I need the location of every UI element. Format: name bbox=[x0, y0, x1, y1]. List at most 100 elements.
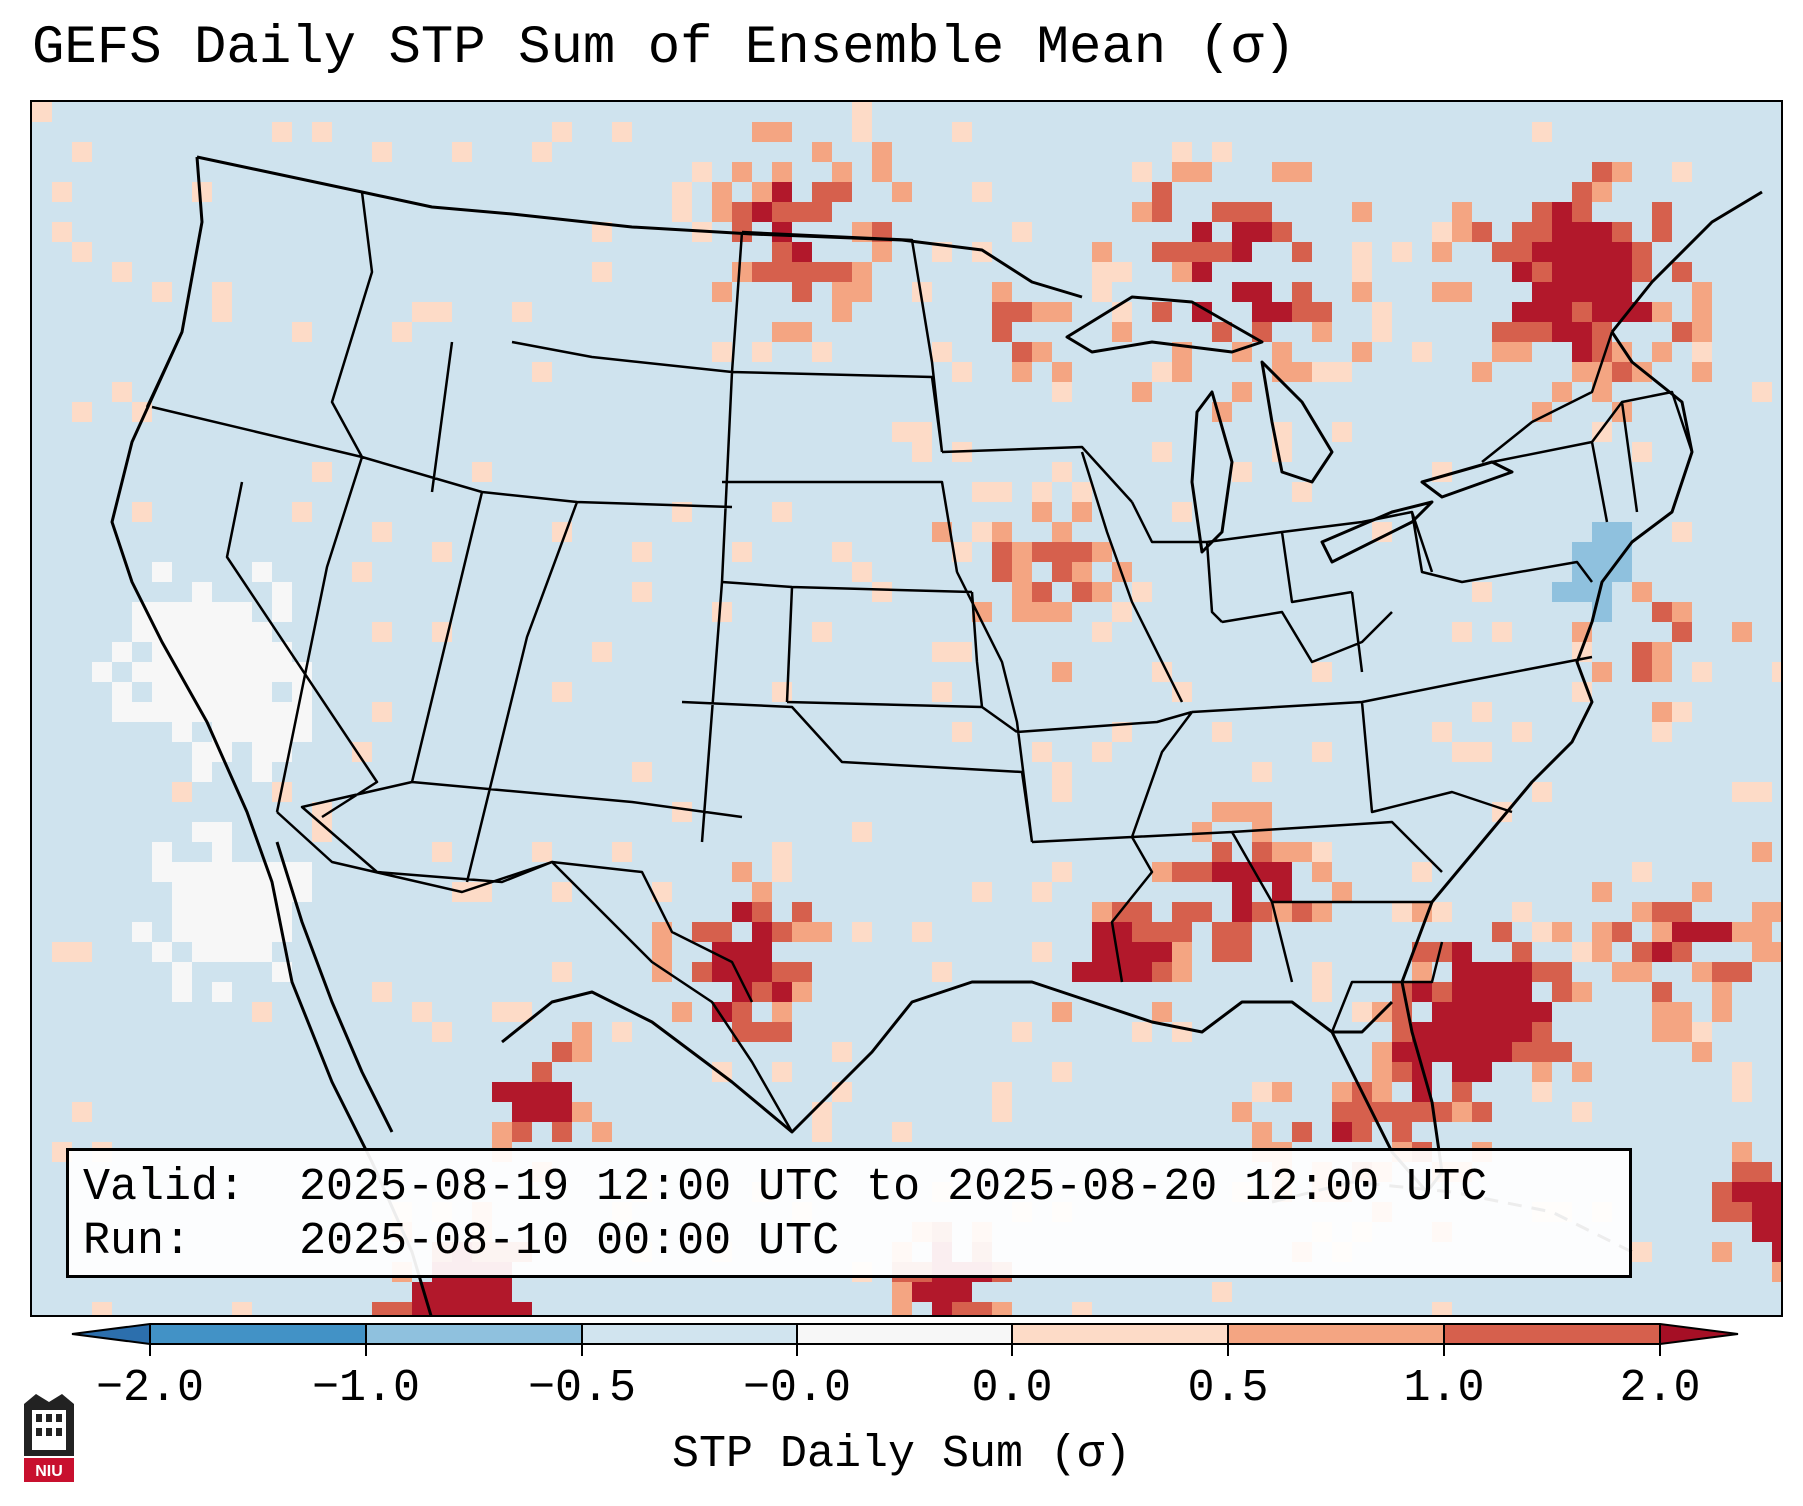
field-cell bbox=[1392, 1122, 1412, 1142]
field-cell bbox=[672, 202, 692, 222]
field-cell bbox=[1512, 942, 1532, 962]
field-cell bbox=[992, 322, 1012, 342]
field-cell bbox=[992, 562, 1012, 582]
field-cell bbox=[212, 882, 232, 902]
field-cell bbox=[212, 842, 232, 862]
field-cell bbox=[1332, 1102, 1352, 1122]
colorbar-segment bbox=[1444, 1324, 1660, 1344]
field-cell bbox=[1572, 262, 1592, 282]
field-cell bbox=[792, 902, 812, 922]
field-cell bbox=[772, 122, 792, 142]
valid-row: Valid: 2025-08-19 12:00 UTC to 2025-08-2… bbox=[83, 1161, 1629, 1215]
field-cell bbox=[1692, 282, 1712, 302]
field-cell bbox=[1552, 382, 1572, 402]
field-cell bbox=[1232, 462, 1252, 482]
field-cell bbox=[912, 922, 932, 942]
field-cell bbox=[1752, 842, 1772, 862]
field-cell bbox=[772, 262, 792, 282]
field-cell bbox=[292, 722, 312, 742]
field-cell bbox=[912, 1282, 932, 1302]
field-cell bbox=[992, 482, 1012, 502]
field-cell bbox=[452, 1282, 472, 1302]
lake-michigan bbox=[1190, 390, 1234, 554]
field-cell bbox=[1132, 162, 1152, 182]
field-cell bbox=[252, 882, 272, 902]
field-cell bbox=[272, 902, 292, 922]
field-cell bbox=[1612, 922, 1632, 942]
field-cell bbox=[752, 342, 772, 362]
field-cell bbox=[392, 1302, 412, 1315]
field-cell bbox=[1692, 962, 1712, 982]
field-cell bbox=[272, 882, 292, 902]
field-cell bbox=[1232, 862, 1252, 882]
field-cell bbox=[992, 1102, 1012, 1122]
field-cell bbox=[192, 182, 212, 202]
field-cell bbox=[1032, 602, 1052, 622]
field-cell bbox=[1212, 922, 1232, 942]
field-cell bbox=[1152, 242, 1172, 262]
st-lawrence bbox=[1610, 190, 1763, 333]
field-cell bbox=[1592, 882, 1612, 902]
field-cell bbox=[1112, 262, 1132, 282]
field-cell bbox=[192, 902, 212, 922]
field-cell bbox=[1632, 642, 1652, 662]
field-cell bbox=[152, 702, 172, 722]
field-cell bbox=[1012, 222, 1032, 242]
field-cell bbox=[1612, 282, 1632, 302]
field-cell bbox=[1752, 1222, 1772, 1242]
field-cell bbox=[72, 1102, 92, 1122]
field-cell bbox=[152, 862, 172, 882]
field-cell bbox=[1392, 1102, 1412, 1122]
field-cell bbox=[212, 982, 232, 1002]
field-cell bbox=[1552, 302, 1572, 322]
field-cell bbox=[772, 222, 792, 242]
field-cell bbox=[872, 222, 892, 242]
map-panel[interactable] bbox=[30, 100, 1783, 1317]
field-cell bbox=[1352, 282, 1372, 302]
field-cell bbox=[112, 682, 132, 702]
field-cell bbox=[252, 762, 272, 782]
field-cell bbox=[1352, 1002, 1372, 1022]
field-cell bbox=[1292, 282, 1312, 302]
field-cell bbox=[1312, 742, 1332, 762]
field-cell bbox=[412, 1002, 432, 1022]
field-cell bbox=[1092, 902, 1112, 922]
field-cell bbox=[1732, 1062, 1752, 1082]
field-cell bbox=[1252, 762, 1272, 782]
field-cell bbox=[1172, 262, 1192, 282]
colorbar-segment bbox=[797, 1324, 1012, 1344]
field-cell bbox=[1272, 302, 1292, 322]
field-cell bbox=[1132, 202, 1152, 222]
field-cell bbox=[1192, 302, 1212, 322]
field-cell bbox=[1372, 1042, 1392, 1062]
run-row: Run: 2025-08-10 00:00 UTC bbox=[83, 1215, 1629, 1269]
field-cell bbox=[1032, 582, 1052, 602]
field-cell bbox=[1292, 842, 1312, 862]
lake-erie bbox=[1320, 500, 1434, 564]
field-cell bbox=[752, 122, 772, 142]
field-cell bbox=[872, 582, 892, 602]
field-cell bbox=[212, 822, 232, 842]
field-cell bbox=[1512, 342, 1532, 362]
field-cell bbox=[632, 542, 652, 562]
field-cell bbox=[172, 782, 192, 802]
field-cell bbox=[1492, 1042, 1512, 1062]
field-cell bbox=[772, 982, 792, 1002]
field-cell bbox=[212, 942, 232, 962]
field-cell bbox=[132, 602, 152, 622]
field-cell bbox=[72, 142, 92, 162]
field-cell bbox=[1692, 662, 1712, 682]
field-cell bbox=[32, 102, 52, 122]
field-cell bbox=[1152, 182, 1172, 202]
field-cell bbox=[1372, 302, 1392, 322]
field-cell bbox=[1472, 222, 1492, 242]
field-cell bbox=[1552, 582, 1572, 602]
field-cell bbox=[1652, 702, 1672, 722]
field-cell bbox=[1272, 222, 1292, 242]
field-cell bbox=[1212, 1282, 1232, 1302]
colorbar-over-arrow bbox=[1660, 1324, 1738, 1344]
field-cell bbox=[212, 622, 232, 642]
lake-ontario bbox=[1420, 460, 1514, 499]
field-cell bbox=[1212, 142, 1232, 162]
field-cell bbox=[632, 582, 652, 602]
